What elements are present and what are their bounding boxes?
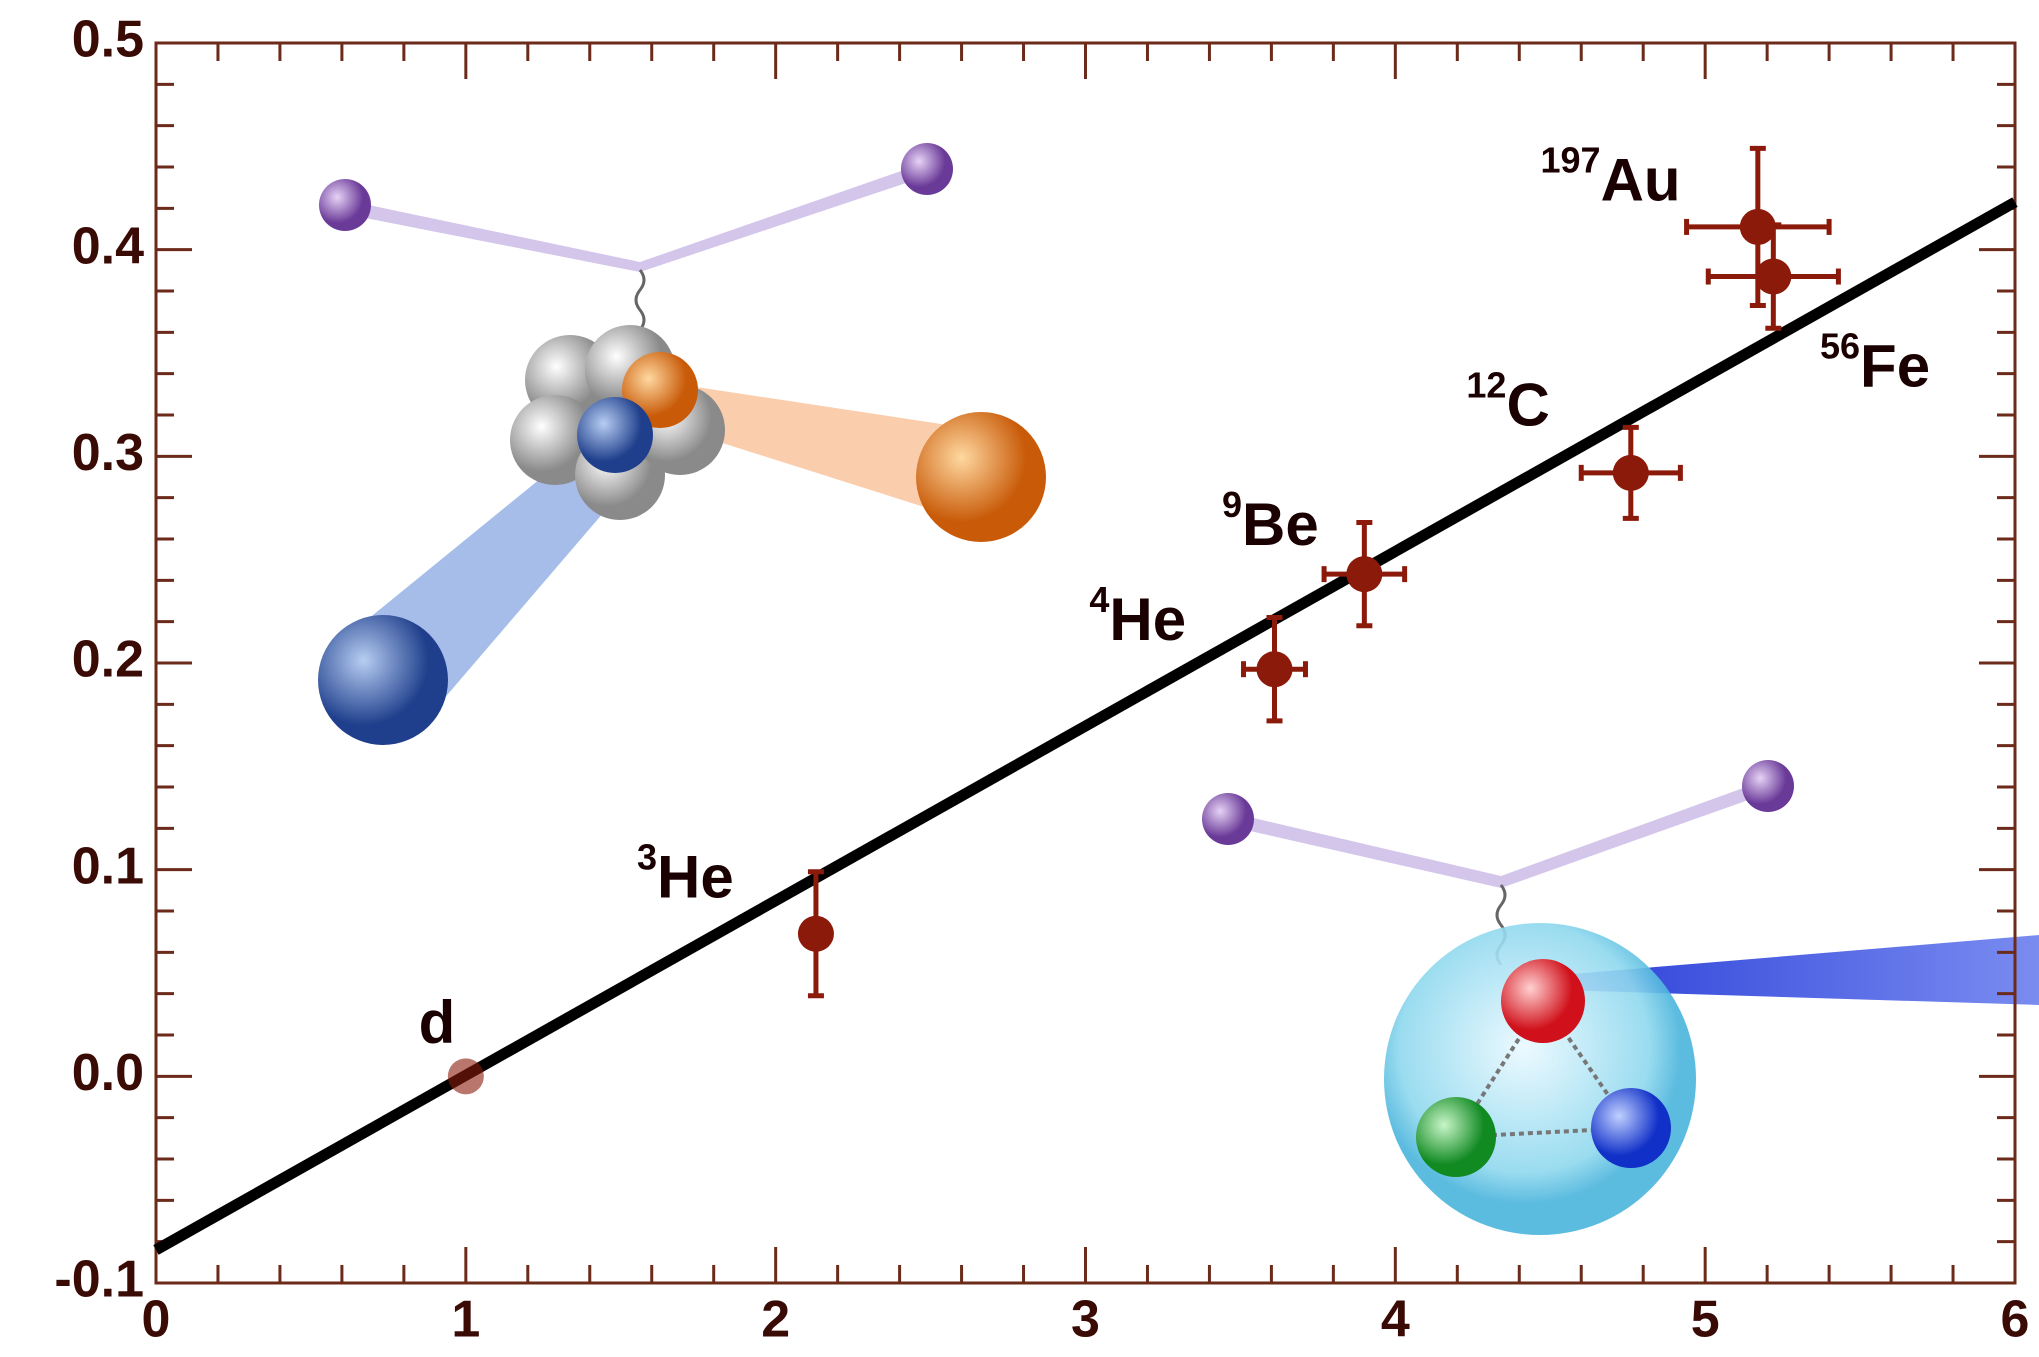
label-symbol: He [1109,586,1186,653]
point-label: d [419,989,456,1056]
label-mass: 197 [1541,139,1601,180]
illustration-bottom [1202,760,2039,1235]
point-label: 56Fe [1820,325,1930,399]
label-symbol: He [657,843,734,910]
label-mass: 4 [1089,579,1109,620]
point [1256,651,1292,687]
point [798,916,834,952]
label-symbol: Fe [1860,332,1930,399]
label-symbol: d [419,989,456,1056]
point [1346,556,1382,592]
point [1740,209,1776,245]
y-tick-label: 0.4 [72,217,144,275]
x-tick-label: 4 [1381,1291,1410,1349]
label-mass: 3 [637,836,657,877]
y-tick-label: -0.1 [54,1251,144,1309]
label-mass: 56 [1820,325,1860,366]
point-label: 3He [637,836,734,910]
chart: -0.10.00.10.20.30.40.50123456d3He4He9Be1… [0,0,2039,1352]
illustration-top [318,143,1046,745]
point [1755,259,1791,295]
point [1613,455,1649,491]
x-tick-label: 0 [142,1291,171,1349]
y-tick-label: 0.3 [72,424,144,482]
fit-line [156,202,2015,1250]
label-symbol: Au [1601,146,1681,213]
label-symbol: Be [1242,491,1319,558]
label-symbol: C [1506,371,1549,438]
x-tick-label: 5 [1691,1291,1720,1349]
point-label: 9Be [1222,484,1319,558]
point-label: 12C [1466,364,1549,438]
point [448,1058,484,1094]
point-label: 4He [1089,579,1186,653]
point-label: 197Au [1541,139,1681,213]
x-tick-label: 1 [451,1291,480,1349]
x-tick-label: 2 [761,1291,790,1349]
y-tick-label: 0.1 [72,837,144,895]
y-tick-label: 0.0 [72,1044,144,1102]
label-mass: 9 [1222,484,1242,525]
y-tick-label: 0.2 [72,631,144,689]
x-tick-label: 3 [1071,1291,1100,1349]
label-mass: 12 [1466,364,1506,405]
y-tick-label: 0.5 [72,11,144,69]
x-tick-label: 6 [2001,1291,2030,1349]
